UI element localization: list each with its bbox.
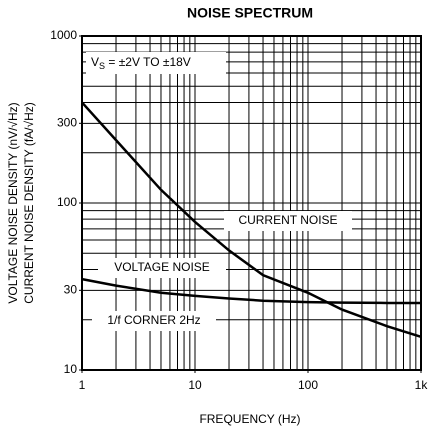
series-line (81, 101, 422, 339)
annotation-box (92, 311, 216, 331)
y-tick-label: 1000 (50, 28, 77, 42)
chart-title: NOISE SPECTRUM (187, 5, 313, 21)
series-label: CURRENT NOISE (238, 213, 337, 227)
x-tick-label: 1 (79, 378, 86, 392)
plot-frame (81, 35, 422, 371)
annotation-part: = ±2V TO ±18V (105, 55, 191, 69)
series-label: VOLTAGE NOISE (114, 260, 210, 274)
annotation: 1/f CORNER 2Hz (107, 313, 200, 327)
y-axis-label: CURRENT NOISE DENSITY (fA/√Hz) (22, 102, 36, 304)
x-tick-label: 100 (298, 378, 318, 392)
x-tick-label: 1k (415, 378, 429, 392)
y-axis-label: VOLTAGE NOISE DENSITY (nV/√Hz) (6, 102, 20, 303)
y-tick-label: 300 (57, 115, 77, 129)
annotation-box (224, 211, 352, 231)
x-tick-label: 10 (188, 378, 202, 392)
annotation-box (86, 52, 226, 74)
y-tick-label: 30 (64, 282, 78, 296)
annotation-part: V (91, 55, 99, 69)
y-tick-label: 10 (64, 362, 78, 376)
annotation: VS = ±2V TO ±18V (91, 55, 191, 71)
x-axis-label: FREQUENCY (Hz) (199, 412, 300, 426)
series-line (81, 277, 421, 305)
annotation-part: S (99, 61, 105, 71)
annotation-box (98, 258, 226, 278)
y-tick-label: 100 (57, 195, 77, 209)
